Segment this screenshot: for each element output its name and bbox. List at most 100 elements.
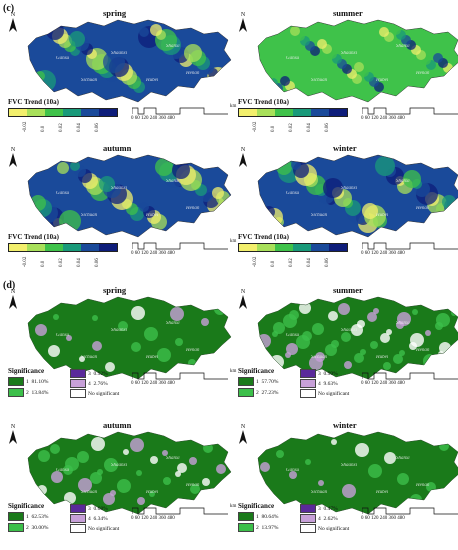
- province-label: Gansu: [286, 191, 300, 196]
- color-bar-segment: [99, 244, 117, 251]
- province-label: Shaanxi: [111, 463, 128, 468]
- province-label: Sichuan: [81, 213, 98, 218]
- province-label: Shanxi: [166, 179, 180, 184]
- legend-item-class-2: 2 13.97%: [238, 523, 278, 532]
- legend-item-not-significant: No significant: [70, 389, 119, 398]
- province-label: Henan: [416, 348, 430, 353]
- season-title: spring: [103, 8, 127, 18]
- color-bar-segment: [257, 109, 275, 116]
- season-title: spring: [103, 285, 127, 295]
- province-label: Hubei: [146, 490, 159, 495]
- province-label: Hubei: [146, 78, 159, 83]
- color-bar-segment: [27, 109, 45, 116]
- legend-item-class-2: 2 30.00%: [8, 523, 48, 532]
- province-label: Henan: [416, 483, 430, 488]
- province-label: Sichuan: [311, 355, 328, 360]
- province-label: Gansu: [56, 468, 70, 473]
- province-label: Sichuan: [311, 78, 328, 83]
- north-label: N: [10, 12, 16, 18]
- north-label: N: [10, 424, 16, 430]
- significance-legend-title: Significance: [8, 502, 45, 510]
- color-bar-segment: [329, 109, 347, 116]
- scale-numbers: 0 60 120 240 360 480: [361, 251, 405, 256]
- panel-c-label: (c): [3, 3, 15, 14]
- north-arrow-icon: N: [8, 289, 18, 309]
- legend-item-class-3: 3 0.92%: [70, 369, 108, 378]
- province-label: Shaanxi: [341, 463, 358, 468]
- scale-bar: [132, 107, 228, 115]
- fvc-color-bar: [8, 108, 118, 117]
- province-label: Hubei: [146, 355, 159, 360]
- north-arrow-icon: N: [8, 424, 18, 444]
- scale-numbers: 0 60 120 240 360 480: [131, 381, 175, 386]
- province-label: Gansu: [286, 56, 300, 61]
- fvc-color-bar: [238, 243, 348, 252]
- province-label: Hubei: [376, 213, 389, 218]
- province-label: Henan: [186, 206, 200, 211]
- color-bar-segment: [329, 244, 347, 251]
- color-bar-segment: [9, 244, 27, 251]
- significance-legend-title: Significance: [8, 367, 45, 375]
- legend-item-not-significant: No significant: [300, 524, 349, 533]
- color-bar-segment: [63, 109, 81, 116]
- scale-numbers: 0 60 120 240 360 480: [361, 381, 405, 386]
- legend-item-class-3: 3 0.68%: [70, 504, 108, 513]
- north-label: N: [10, 289, 16, 295]
- legend-item-class-1: 1 80.64%: [238, 512, 278, 521]
- province-label: Shanxi: [396, 44, 410, 49]
- significance-legend-title: Significance: [238, 502, 275, 510]
- scale-numbers: 0 60 120 240 360 480: [361, 116, 405, 121]
- scale-numbers: 0 60 120 240 360 480: [131, 116, 175, 121]
- scale-numbers: 0 60 120 240 360 480: [131, 251, 175, 256]
- scale-numbers: 0 60 120 240 360 480: [131, 516, 175, 521]
- scale-bar: [362, 507, 458, 515]
- province-label: Hubei: [376, 355, 389, 360]
- fvc-legend-title: FVC Trend (10a): [238, 98, 289, 106]
- province-label: Gansu: [56, 191, 70, 196]
- legend-item-class-4: 4 2.62%: [300, 514, 338, 523]
- color-bar-segment: [63, 244, 81, 251]
- province-label: Shanxi: [166, 44, 180, 49]
- legend-item-class-1: 1 81.10%: [8, 377, 48, 386]
- province-label: Shanxi: [396, 456, 410, 461]
- season-title: winter: [333, 143, 357, 153]
- color-bar-segment: [99, 109, 117, 116]
- color-bar-segment: [239, 244, 257, 251]
- fvc-legend-title: FVC Trend (10a): [8, 233, 59, 241]
- color-bar-segment: [45, 109, 63, 116]
- legend-item-class-4: 4 6.34%: [70, 514, 108, 523]
- north-arrow-icon: N: [8, 147, 18, 167]
- north-label: N: [240, 424, 246, 430]
- scale-bar: [362, 242, 458, 250]
- province-label: Sichuan: [311, 213, 328, 218]
- province-label: Shaanxi: [341, 51, 358, 56]
- north-label: N: [240, 289, 246, 295]
- color-bar-segment: [275, 109, 293, 116]
- legend-item-class-3: 3 0.99%: [300, 369, 338, 378]
- province-label: Shaanxi: [341, 328, 358, 333]
- fvc-legend-title: FVC Trend (10a): [8, 98, 59, 106]
- province-label: Hubei: [146, 213, 159, 218]
- color-bar-segment: [9, 109, 27, 116]
- province-label: Sichuan: [81, 490, 98, 495]
- legend-item-class-2: 2 13.84%: [8, 388, 48, 397]
- north-label: N: [240, 12, 246, 18]
- province-label: Gansu: [286, 333, 300, 338]
- province-label: Gansu: [56, 56, 70, 61]
- legend-item-class-1: 1 62.53%: [8, 512, 48, 521]
- color-bar-segment: [27, 244, 45, 251]
- north-arrow-icon: N: [238, 289, 248, 309]
- legend-item-class-2: 2 27.23%: [238, 388, 278, 397]
- fvc-color-bar: [8, 243, 118, 252]
- province-label: Henan: [186, 483, 200, 488]
- season-title: winter: [333, 420, 357, 430]
- scale-unit: km: [230, 369, 237, 374]
- scale-unit: km: [230, 104, 237, 109]
- legend-item-class-4: 4 9.63%: [300, 379, 338, 388]
